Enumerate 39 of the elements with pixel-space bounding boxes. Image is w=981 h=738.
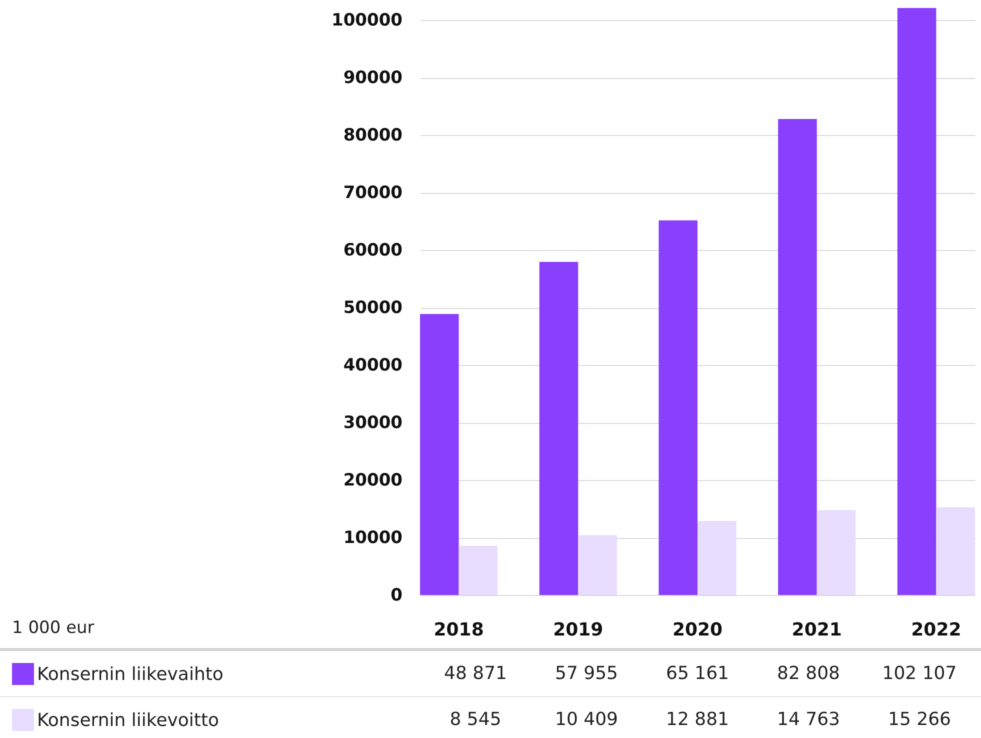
- x-tick-label: 2020: [672, 620, 723, 640]
- legend-label: Konsernin liikevoitto: [36, 709, 220, 731]
- bar: [936, 507, 975, 595]
- y-tick-label: 40000: [343, 356, 403, 376]
- x-tick-label: 2018: [434, 620, 484, 640]
- bar: [578, 535, 617, 595]
- y-tick-label: 20000: [343, 470, 403, 491]
- y-tick-label: 0: [390, 586, 403, 606]
- y-tick-label: 70000: [343, 183, 403, 204]
- data-label: 12 881: [665, 709, 730, 730]
- data-label: 8 545: [448, 709, 502, 730]
- x-tick-label: 2021: [792, 620, 842, 640]
- y-tick-label: 50000: [343, 298, 403, 318]
- bar: [539, 262, 578, 595]
- data-label: 14 763: [776, 709, 841, 730]
- y-tick-label: 60000: [343, 240, 403, 261]
- y-tick-label: 30000: [343, 413, 403, 434]
- legend-label: Konsernin liikevaihto: [36, 663, 224, 685]
- y-tick-label: 100000: [332, 10, 403, 31]
- data-label: 15 266: [887, 709, 952, 730]
- y-tick-label: 90000: [343, 68, 403, 88]
- y-tick-label: 80000: [343, 126, 403, 146]
- bar: [658, 220, 698, 595]
- bar: [420, 314, 459, 595]
- y-tick-label: 10000: [343, 528, 403, 548]
- text: 1 000 eur: [12, 618, 94, 638]
- data-label: 102 107: [881, 663, 958, 684]
- bar: [698, 520, 736, 595]
- data-label: 65 161: [665, 663, 730, 684]
- data-label: 48 871: [443, 663, 508, 684]
- data-label: 10 409: [554, 709, 619, 730]
- bar: [897, 8, 936, 595]
- bar: [458, 546, 498, 595]
- data-label: 57 955: [554, 663, 619, 684]
- bar: [816, 510, 856, 595]
- x-tick-label: 2022: [911, 620, 962, 640]
- x-tick-label: 2019: [553, 620, 604, 640]
- data-label: 82 808: [776, 663, 841, 684]
- bar: [778, 118, 817, 595]
